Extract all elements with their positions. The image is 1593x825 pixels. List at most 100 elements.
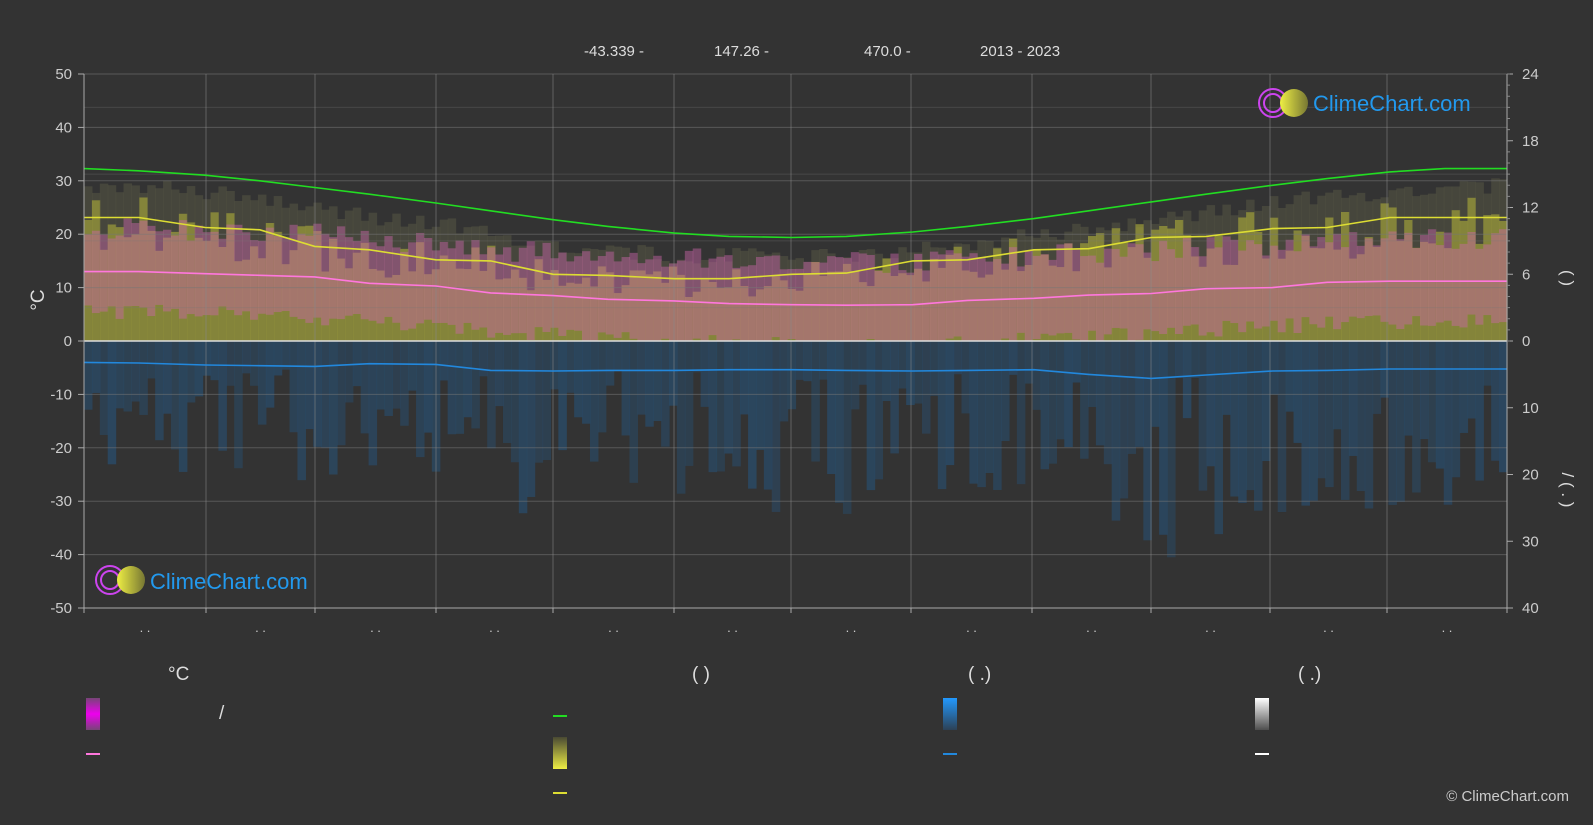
temperature-range-bar	[1056, 244, 1065, 334]
sunshine-bar	[1443, 248, 1453, 341]
temperature-range-bar	[1325, 242, 1334, 317]
sunshine-bar	[850, 271, 860, 341]
temperature-range-bar	[1246, 240, 1255, 322]
precipitation-bar	[661, 341, 670, 447]
sunshine-bar	[170, 231, 180, 341]
precipitation-bar	[589, 341, 599, 462]
sunshine-bar	[447, 259, 457, 341]
precipitation-bar	[1111, 341, 1121, 521]
axes: 50 40 30 20 10 0 -10 -20 -30 -40 -50 24 18 12 6 0 10 20 30…	[28, 66, 1577, 635]
sunshine-bar	[1222, 264, 1231, 341]
sunshine-bar	[542, 279, 552, 341]
precipitation-bar	[1040, 341, 1050, 470]
precipitation-bar	[1048, 341, 1057, 464]
temperature-range-bar	[1293, 251, 1303, 333]
sunshine-bar	[692, 291, 702, 341]
precipitation-bar	[621, 341, 631, 436]
x-tick-label: . .	[966, 620, 977, 635]
precipitation-bar	[708, 341, 718, 473]
temperature-range-bar	[265, 227, 275, 315]
precipitation-bar	[906, 341, 915, 406]
sunshine-bar	[866, 286, 876, 341]
precipitation-bar	[502, 341, 512, 443]
temperature-range-bar	[1348, 232, 1358, 317]
sunshine-bar	[1261, 258, 1271, 341]
left-tick-label: -20	[50, 440, 72, 457]
temperature-range-bar	[329, 237, 338, 319]
right-lower-tick-label: 20	[1522, 467, 1539, 484]
temperature-range-bar	[708, 258, 718, 336]
precipitation-bar	[921, 341, 931, 434]
precipitation-bar	[447, 341, 457, 435]
precipitation-bar	[771, 341, 781, 512]
temperature-range-bar	[1277, 249, 1287, 333]
sunshine-bar	[1103, 267, 1113, 341]
precipitation-bar	[439, 341, 449, 381]
copyright: © ClimeChart.com	[1446, 788, 1569, 805]
precipitation-bar	[914, 341, 923, 404]
temperature-range-bar	[1024, 250, 1034, 341]
sunshine-bar	[107, 224, 117, 341]
sunshine-bar	[582, 277, 591, 341]
temperature-range-bar	[1119, 256, 1129, 329]
precipitation-bar	[716, 341, 725, 472]
precipitation-bar	[1159, 341, 1168, 535]
temperature-range-bar	[534, 256, 544, 328]
temperature-range-bar	[692, 248, 702, 339]
temperature-range-bar	[1001, 263, 1010, 339]
temperature-range-bar	[376, 246, 386, 324]
sunshine-bar	[1427, 243, 1437, 341]
x-tick-label: . .	[489, 620, 500, 635]
sunshine-bar	[716, 287, 725, 341]
precipitation-bar	[455, 341, 465, 434]
temperature-range-bar	[1380, 238, 1390, 322]
sunshine-bar	[763, 286, 773, 341]
longitude-label: 147.26 -	[714, 43, 770, 60]
temperature-range-bar	[131, 223, 140, 307]
sunshine-bar	[589, 286, 599, 341]
precipitation-bar	[408, 341, 417, 391]
precipitation-bar	[1254, 341, 1263, 511]
temperature-range-bar	[724, 255, 733, 341]
x-tick-label: . .	[140, 620, 151, 635]
temperature-range-bar	[1230, 239, 1239, 324]
precipitation-bar	[858, 341, 868, 385]
sunshine-bar	[566, 282, 575, 341]
temperature-range-bar	[178, 220, 188, 319]
temperature-range-bar	[1072, 249, 1081, 340]
temperature-range-bar	[416, 232, 425, 324]
precipitation-bar	[1427, 341, 1437, 463]
temperature-range-bar	[835, 257, 844, 341]
temperature-range-bar	[842, 258, 852, 341]
temperature-range-bar	[621, 257, 631, 333]
left-tick-label: -40	[50, 547, 72, 564]
temperature-range-bar	[155, 231, 164, 305]
sunshine-bar	[463, 269, 472, 341]
precipitation-bar	[1214, 341, 1223, 535]
sunshine-bar	[495, 279, 504, 341]
sunshine-bar	[123, 237, 133, 341]
precipitation-bar	[985, 341, 994, 474]
x-tick-label: . .	[608, 620, 619, 635]
sunshine-bar	[344, 268, 354, 341]
x-tick-label: . .	[1442, 620, 1453, 635]
precipitation-bar	[1459, 341, 1469, 433]
temperature-range-bar	[929, 251, 939, 341]
temperature-range-bar	[803, 261, 812, 341]
sunshine-bar	[1159, 225, 1168, 341]
sunshine-bar	[313, 231, 322, 341]
precipitation-bar	[1372, 341, 1382, 414]
temperature-range-bar	[558, 252, 567, 336]
sunshine-bar	[1325, 217, 1334, 341]
elevation-label: 470.0 -	[864, 43, 911, 60]
temperature-range-bar	[1143, 252, 1152, 330]
precipitation-bar	[131, 341, 140, 402]
precipitation-bar	[558, 341, 567, 451]
precipitation-bar	[123, 341, 133, 412]
temperature-range-bar	[1111, 249, 1121, 328]
sunshine-bar	[1198, 266, 1208, 341]
sunshine-bar	[1491, 214, 1500, 341]
sunshine-bar	[502, 278, 512, 341]
temperature-range-bar	[890, 253, 899, 341]
